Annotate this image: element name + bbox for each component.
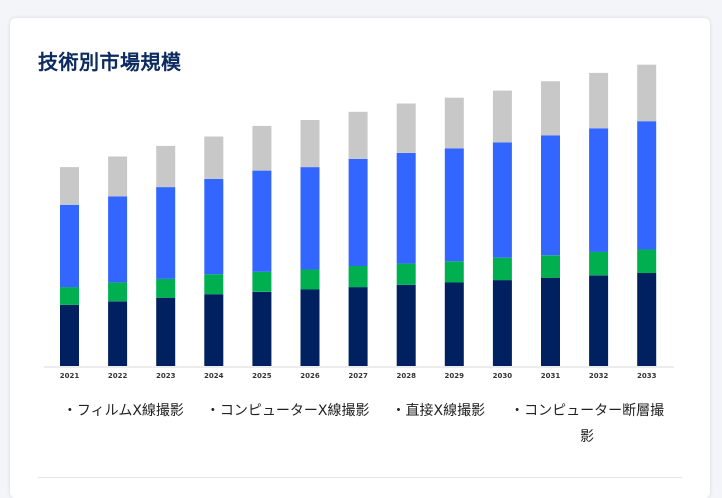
bar-segment-2028-series-2[interactable] <box>396 153 416 264</box>
bar-segment-2027-series-1[interactable] <box>348 266 368 288</box>
chart-title: 技術別市場規模 <box>38 50 182 74</box>
legend-label-computed-radiography: ・コンピューターX線撮影 <box>205 403 370 419</box>
x-tick-label-2021: 2021 <box>60 372 80 380</box>
bar-segment-2023-series-1[interactable] <box>156 278 176 298</box>
x-tick-label-2030: 2030 <box>493 372 513 380</box>
bar-segment-2031-series-3[interactable] <box>541 81 560 136</box>
x-tick-label-2028: 2028 <box>396 372 416 380</box>
legend-item-direct-radiography[interactable]: ・直接X線撮影 <box>392 398 486 450</box>
legend-label-film-xray: ・フィルムX線撮影 <box>62 403 184 419</box>
bar-segment-2032-series-3[interactable] <box>589 72 609 129</box>
bar-segment-2029-series-2[interactable] <box>444 148 464 262</box>
bar-segment-2032-series-0[interactable] <box>589 275 609 366</box>
chart-legend: ・フィルムX線撮影 ・コンピューターX線撮影 ・直接X線撮影 ・コンピューター断… <box>40 398 690 450</box>
x-tick-label-2027: 2027 <box>348 372 368 380</box>
x-tick-label-2022: 2022 <box>108 372 128 380</box>
chart-card: 技術別市場規模 2021 2022 2023 2024 2025 2026 2027 2028… <box>10 18 710 498</box>
bar-segment-2028-series-0[interactable] <box>396 284 416 366</box>
bar-segment-2023-series-2[interactable] <box>156 187 176 279</box>
bar-segment-2030-series-1[interactable] <box>492 257 512 281</box>
bar-segment-2032-series-1[interactable] <box>589 251 609 276</box>
stacked-bar-chart: 2021 2022 2023 2024 2025 2026 2027 2028 2029 2030… <box>44 64 674 380</box>
bar-segment-2029-series-3[interactable] <box>444 97 464 149</box>
bar-segment-2024-series-3[interactable] <box>204 136 224 179</box>
bar-segment-2030-series-2[interactable] <box>492 142 512 258</box>
bar-segment-2028-series-1[interactable] <box>396 263 416 285</box>
bar-segment-2026-series-3[interactable] <box>300 120 320 168</box>
bar-segment-2027-series-2[interactable] <box>348 158 368 266</box>
x-tick-label-2029: 2029 <box>445 372 465 380</box>
bar-segment-2022-series-1[interactable] <box>108 282 128 302</box>
bar-segment-2022-series-0[interactable] <box>108 301 128 366</box>
bar-segment-2027-series-3[interactable] <box>348 111 368 159</box>
bar-segment-2032-series-2[interactable] <box>589 128 609 252</box>
bar-segment-2033-series-1[interactable] <box>637 249 657 274</box>
x-tick-label-2023: 2023 <box>156 372 176 380</box>
bar-segment-2030-series-0[interactable] <box>492 280 512 366</box>
x-tick-label-2024: 2024 <box>204 372 224 380</box>
bar-segment-2026-series-0[interactable] <box>300 289 320 367</box>
bar-segment-2023-series-0[interactable] <box>156 297 176 366</box>
bar-segment-2025-series-2[interactable] <box>252 170 272 272</box>
bar-segment-2021-series-3[interactable] <box>60 167 79 205</box>
bar-segment-2031-series-2[interactable] <box>541 135 560 256</box>
legend-item-film-xray[interactable]: ・フィルムX線撮影 <box>63 398 184 450</box>
bar-segment-2031-series-0[interactable] <box>541 277 560 366</box>
legend-label-computed-tomography: ・コンピューター断層撮影 <box>510 403 665 445</box>
bar-segment-2021-series-1[interactable] <box>60 287 79 305</box>
bar-segment-2031-series-1[interactable] <box>541 255 560 278</box>
bar-segment-2029-series-0[interactable] <box>444 282 464 366</box>
bar-segment-2026-series-1[interactable] <box>300 269 320 290</box>
bar-segment-2029-series-1[interactable] <box>444 261 464 283</box>
bar-segment-2024-series-0[interactable] <box>204 294 224 366</box>
bar-segment-2024-series-2[interactable] <box>204 178 224 275</box>
bar-segment-2033-series-2[interactable] <box>637 121 657 250</box>
bar-segment-2030-series-3[interactable] <box>492 90 512 143</box>
legend-item-computed-tomography[interactable]: ・コンピューター断層撮影 <box>507 398 667 450</box>
bar-segment-2021-series-2[interactable] <box>60 204 79 288</box>
bar-segment-2021-series-0[interactable] <box>60 304 79 366</box>
bar-segment-2025-series-1[interactable] <box>252 271 272 292</box>
legend-label-direct-radiography: ・直接X線撮影 <box>391 403 486 419</box>
x-tick-label-2033: 2033 <box>637 372 657 380</box>
bottom-divider <box>38 477 682 478</box>
bar-segment-2024-series-1[interactable] <box>204 274 224 295</box>
bar-segment-2026-series-2[interactable] <box>300 167 320 270</box>
bar-segment-2033-series-3[interactable] <box>637 64 657 122</box>
bar-segment-2025-series-0[interactable] <box>252 291 272 366</box>
legend-item-computed-radiography[interactable]: ・コンピューターX線撮影 <box>206 398 370 450</box>
bar-segment-2022-series-3[interactable] <box>108 156 128 197</box>
x-tick-label-2025: 2025 <box>252 372 272 380</box>
x-tick-label-2032: 2032 <box>589 372 609 380</box>
bar-segment-2022-series-2[interactable] <box>108 196 128 283</box>
x-tick-label-2026: 2026 <box>300 372 320 380</box>
tick-label-layer: 2021 2022 2023 2024 2025 2026 2027 2028 2029 2030… <box>60 372 657 380</box>
bar-segment-2027-series-0[interactable] <box>348 287 368 366</box>
bar-segment-2025-series-3[interactable] <box>252 125 272 171</box>
bar-segment-2028-series-3[interactable] <box>396 103 416 153</box>
bar-segment-2033-series-0[interactable] <box>637 273 657 366</box>
bar-segment-2023-series-3[interactable] <box>156 145 176 188</box>
bar-layer <box>60 64 657 367</box>
x-tick-label-2031: 2031 <box>541 372 561 380</box>
